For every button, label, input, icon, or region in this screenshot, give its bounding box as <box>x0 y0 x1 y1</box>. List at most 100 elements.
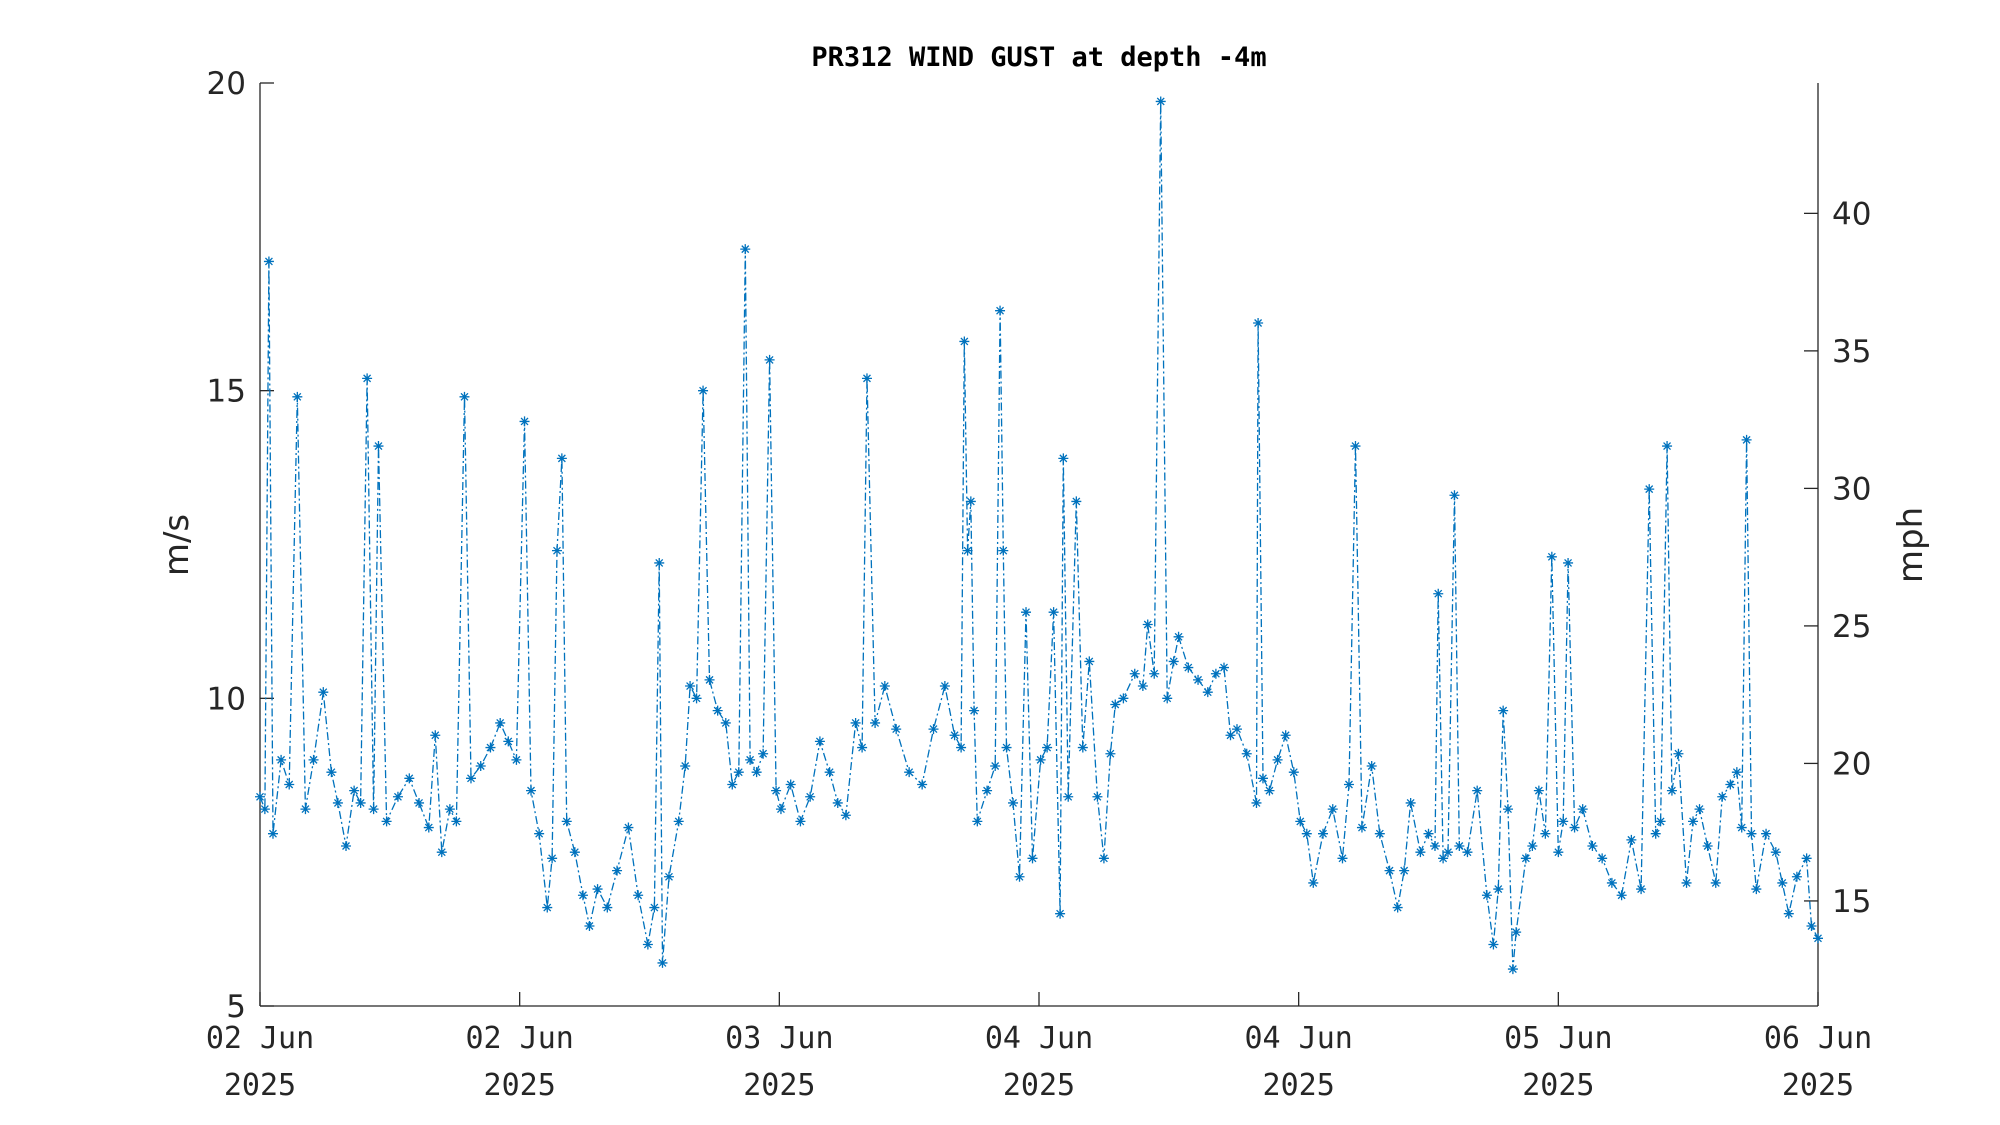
data-point <box>1105 748 1116 759</box>
data-point <box>263 256 274 267</box>
data-point <box>1717 791 1728 802</box>
data-point <box>654 557 665 568</box>
data-point <box>475 761 486 772</box>
data-point <box>857 742 868 753</box>
data-point <box>1014 871 1025 882</box>
x-tick-label: 04 Jun 2025 <box>1244 1021 1352 1103</box>
data-point <box>1694 804 1705 815</box>
data-point <box>1442 847 1453 858</box>
data-point <box>1488 939 1499 950</box>
data-point <box>1569 822 1580 833</box>
data-point <box>308 754 319 765</box>
data-point <box>381 816 392 827</box>
data-point <box>1366 761 1377 772</box>
y-axis-label: m/s <box>157 514 197 576</box>
y2-axis-label: mph <box>1891 507 1931 583</box>
data-point <box>1462 847 1473 858</box>
data-point <box>704 674 715 685</box>
data-point <box>1472 785 1483 796</box>
data-point <box>465 773 476 784</box>
data-point <box>542 902 553 913</box>
data-point <box>1666 785 1677 796</box>
y2-tick-label: 35 <box>1832 334 1871 370</box>
data-point <box>685 681 696 692</box>
data-point <box>814 736 825 747</box>
data-point <box>259 804 270 815</box>
y-tick-label: 5 <box>226 989 246 1025</box>
data-point <box>1042 742 1053 753</box>
data-point <box>1295 816 1306 827</box>
data-point <box>1736 822 1747 833</box>
data-point <box>1791 871 1802 882</box>
data-point <box>459 391 470 402</box>
data-point <box>1503 804 1514 815</box>
data-point <box>292 391 303 402</box>
x-tick-label: 02 Jun 2025 <box>465 1021 573 1103</box>
data-point <box>503 736 514 747</box>
data-point <box>962 545 973 556</box>
data-point <box>1327 804 1338 815</box>
chart-title: PR312 WIND GUST at depth -4m <box>811 42 1266 73</box>
data-point <box>1392 902 1403 913</box>
data-point <box>771 785 782 796</box>
data-point <box>1702 841 1713 852</box>
data-point <box>423 822 434 833</box>
data-point <box>1801 853 1812 864</box>
y2-tick-label: 15 <box>1832 884 1871 920</box>
data-point <box>1433 588 1444 599</box>
data-point <box>300 804 311 815</box>
data-point <box>1650 828 1661 839</box>
data-point <box>444 804 455 815</box>
data-point <box>1415 847 1426 858</box>
data-point <box>1137 681 1148 692</box>
data-point <box>1356 822 1367 833</box>
data-point <box>1783 908 1794 919</box>
data-point <box>318 687 329 698</box>
data-point <box>1253 317 1264 328</box>
data-point <box>1405 797 1416 808</box>
data-point <box>1118 693 1129 704</box>
data-point <box>1272 754 1283 765</box>
data-point <box>1511 927 1522 938</box>
data-point <box>633 890 644 901</box>
data-point <box>592 884 603 895</box>
x-tick-label: 05 Jun 2025 <box>1504 1021 1612 1103</box>
data-point <box>519 416 530 427</box>
data-point <box>561 816 572 827</box>
data-point <box>255 791 265 802</box>
data-point <box>1308 877 1319 888</box>
data-point <box>1098 853 1109 864</box>
data-point <box>495 717 506 728</box>
data-point <box>526 785 537 796</box>
data-point <box>414 797 425 808</box>
data-point <box>1606 877 1617 888</box>
data-point <box>969 705 980 716</box>
data-point <box>785 779 796 790</box>
data-point <box>805 791 816 802</box>
data-point <box>1035 754 1046 765</box>
data-point <box>1257 773 1268 784</box>
data-point <box>1384 865 1395 876</box>
data-point <box>691 693 702 704</box>
data-point <box>373 441 384 452</box>
data-point <box>1280 730 1291 741</box>
data-point <box>1058 453 1069 464</box>
data-point <box>995 305 1006 316</box>
data-point <box>1264 785 1275 796</box>
data-point <box>1399 865 1410 876</box>
data-point <box>1746 828 1757 839</box>
y2-tick-label: 30 <box>1832 471 1871 507</box>
y2-tick-label: 20 <box>1832 746 1871 782</box>
data-point <box>1741 434 1752 445</box>
data-point <box>727 779 738 790</box>
data-point <box>1636 884 1647 895</box>
data-point <box>1597 853 1608 864</box>
data-point <box>612 865 623 876</box>
data-point <box>745 754 756 765</box>
data-point <box>917 779 928 790</box>
data-point <box>1149 668 1160 679</box>
data-point <box>1438 853 1449 864</box>
data-point <box>1337 853 1348 864</box>
x-tick-label: 02 Jun 2025 <box>206 1021 314 1103</box>
